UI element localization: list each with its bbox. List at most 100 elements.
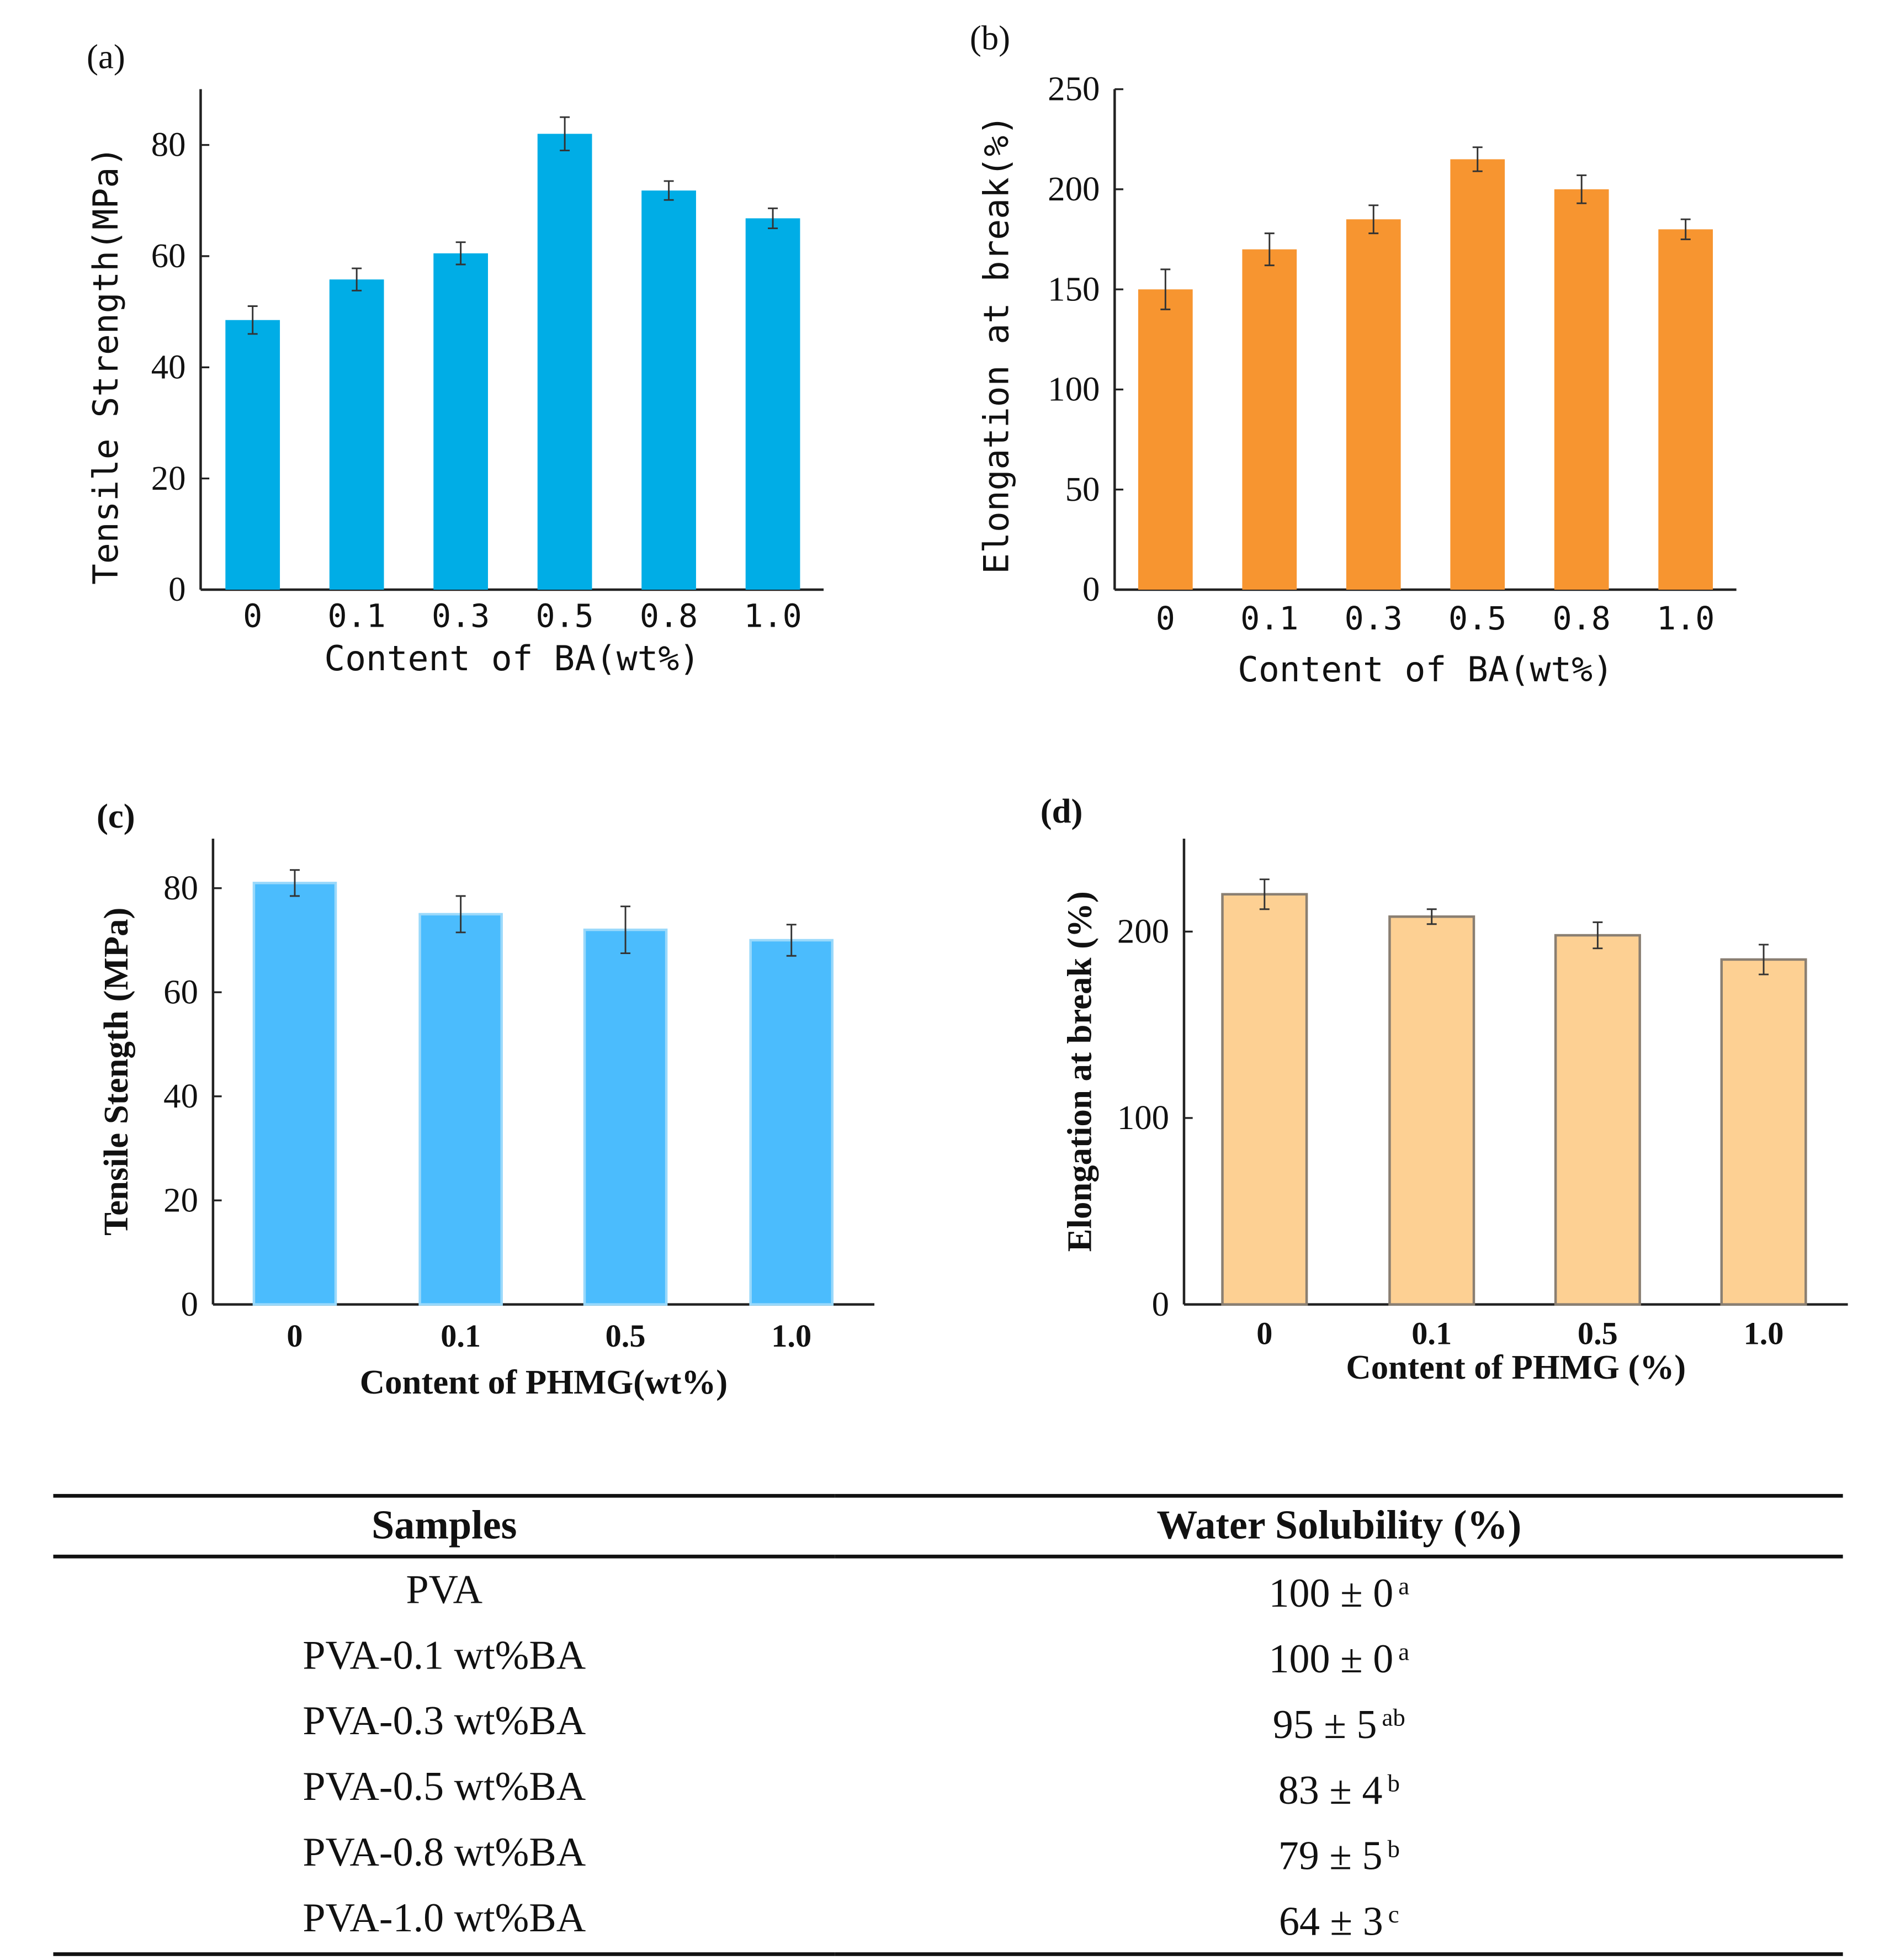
- solubility-cell: 95 ± 5 ab: [1272, 1703, 1405, 1748]
- panel-d-bar: [1554, 934, 1641, 1306]
- panel-d-bar: [1720, 958, 1807, 1306]
- charts-canvas: (a) 0 20 40 60 80 0 0.1 0.3 0.5 0.8 1.0 Content of B…: [86, 19, 1848, 1401]
- panel-d-x-tick-label: 0: [1256, 1315, 1272, 1351]
- panel-b-bar: [1450, 159, 1505, 590]
- panel-b-y-axis-label: Elongation at break(%): [976, 115, 1016, 574]
- significance-letter: ab: [1382, 1704, 1405, 1732]
- significance-letter: a: [1398, 1573, 1410, 1601]
- sample-cell: PVA: [406, 1568, 483, 1613]
- panel-d-y-tick-label: 100: [1117, 1098, 1169, 1137]
- panel-d-x-axis-label: Content of PHMG (%): [1346, 1348, 1686, 1386]
- panel-b-bar: [1346, 219, 1401, 590]
- header-water-solubility: Water Solubility (%): [835, 1493, 1843, 1559]
- panel-d-x-tick-label: 0.5: [1578, 1315, 1618, 1351]
- panel-b-y-tick-label: 100: [1048, 370, 1100, 409]
- panel-d-y-tick-label: 200: [1117, 912, 1169, 950]
- panel-a-y-tick-label: 60: [151, 236, 186, 275]
- panel-a-y-tick-label: 0: [168, 570, 185, 608]
- panel-a-bar: [745, 218, 800, 590]
- panel-b-x-tick-label: 0.8: [1553, 600, 1611, 637]
- significance-letter: c: [1388, 1901, 1399, 1929]
- sample-cell: PVA-0.8 wt%BA: [302, 1831, 586, 1876]
- panel-d-label: (d): [1041, 792, 1083, 830]
- panel-a-bar: [641, 190, 696, 590]
- panel-a-y-axis-label: Tensile Strength(MPa): [86, 146, 126, 585]
- panel-a-bar: [225, 320, 280, 590]
- panel-a-y-tick-label: 20: [151, 459, 186, 497]
- panel-c-y-tick-label: 40: [163, 1077, 198, 1115]
- panel-b-x-tick-label: 0.3: [1345, 600, 1403, 637]
- panel-c-x-tick-label: 0.1: [440, 1318, 481, 1354]
- panel-c-y-axis-label: Tensile Stength (MPa): [97, 908, 135, 1236]
- panel-a-y-tick-label: 40: [151, 347, 186, 386]
- significance-letter: a: [1398, 1639, 1410, 1666]
- panel-a-x-tick-label: 0.1: [328, 597, 386, 634]
- panel-c-y-tick-label: 80: [163, 868, 198, 907]
- panel-a-bar: [329, 279, 384, 590]
- panel-c-x-axis-label: Content of PHMG(wt%): [360, 1363, 728, 1401]
- sample-cell: PVA-1.0 wt%BA: [53, 1887, 836, 1956]
- panel-b-bar: [1242, 249, 1297, 590]
- significance-letter: b: [1387, 1836, 1400, 1863]
- panel-a-x-tick-label: 1.0: [744, 597, 801, 634]
- panel-b-x-tick-label: 1.0: [1657, 600, 1714, 637]
- panel-d-x-tick-label: 0.1: [1411, 1315, 1452, 1351]
- sample-cell: PVA-0.5 wt%BA: [302, 1765, 586, 1810]
- panel-a-x-tick-label: 0.3: [432, 597, 490, 634]
- panel-b-x-tick-label: 0.1: [1240, 600, 1298, 637]
- panel-a-y-tick-label: 80: [151, 125, 186, 164]
- panel-b-x-axis-label: Content of BA(wt%): [1238, 649, 1613, 690]
- panel-c-x-tick-label: 0.5: [606, 1318, 646, 1354]
- panel-b-bar: [1554, 189, 1609, 590]
- panel-b-y-tick-label: 250: [1048, 70, 1100, 108]
- panel-a-x-tick-label: 0.8: [640, 597, 698, 634]
- panel-b-bar: [1138, 289, 1193, 590]
- panel-c-y-tick-label: 20: [163, 1180, 198, 1219]
- table-row: PVA-0.3 wt%BA 95 ± 5 ab: [53, 1689, 1843, 1755]
- panel-d-y-tick-label: 0: [1152, 1285, 1169, 1323]
- panel-b-y-tick-label: 200: [1048, 169, 1100, 208]
- panel-b-y-tick-label: 0: [1082, 570, 1100, 608]
- sample-cell: PVA-0.3 wt%BA: [302, 1699, 586, 1745]
- panel-c-x-tick-label: 1.0: [771, 1318, 811, 1354]
- panel-a-bar: [537, 134, 592, 590]
- panel-c-y-tick-label: 60: [163, 972, 198, 1011]
- panel-b-bar: [1658, 229, 1713, 590]
- panel-c-bar: [749, 939, 834, 1306]
- panel-a-label: (a): [87, 37, 125, 76]
- panel-a-bar: [433, 253, 489, 590]
- panel-c-bar: [418, 913, 503, 1306]
- panel-b-label: (b): [970, 19, 1010, 57]
- panel-b-x-tick-label: 0.5: [1448, 600, 1506, 637]
- panel-d-x-tick-label: 1.0: [1744, 1315, 1784, 1351]
- panel-d-bar: [1388, 915, 1475, 1306]
- significance-letter: b: [1387, 1770, 1400, 1798]
- panel-b-y-tick-label: 150: [1048, 269, 1100, 308]
- panel-a-x-axis-label: Content of BA(wt%): [324, 638, 700, 679]
- sample-cell: PVA-0.1 wt%BA: [302, 1634, 586, 1679]
- header-samples: Samples: [53, 1493, 836, 1559]
- panel-a-x-tick-label: 0.5: [535, 597, 593, 634]
- panel-a-x-tick-label: 0: [243, 597, 262, 634]
- panel-c-bar: [583, 928, 668, 1306]
- panel-c-y-tick-label: 0: [181, 1285, 198, 1323]
- panel-c-bar: [252, 882, 337, 1306]
- panel-d-y-axis-label: Elongation at break (%): [1060, 891, 1099, 1252]
- panel-b-y-tick-label: 50: [1065, 470, 1100, 508]
- panel-c-label: (c): [97, 797, 135, 835]
- panel-d-bar: [1221, 893, 1308, 1306]
- panel-b-x-tick-label: 0: [1156, 600, 1175, 637]
- panel-c-x-tick-label: 0: [286, 1318, 302, 1354]
